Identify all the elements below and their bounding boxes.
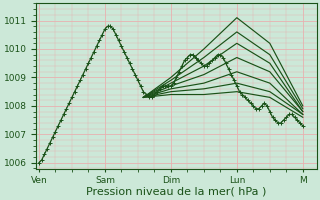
X-axis label: Pression niveau de la mer( hPa ): Pression niveau de la mer( hPa ) xyxy=(86,187,267,197)
